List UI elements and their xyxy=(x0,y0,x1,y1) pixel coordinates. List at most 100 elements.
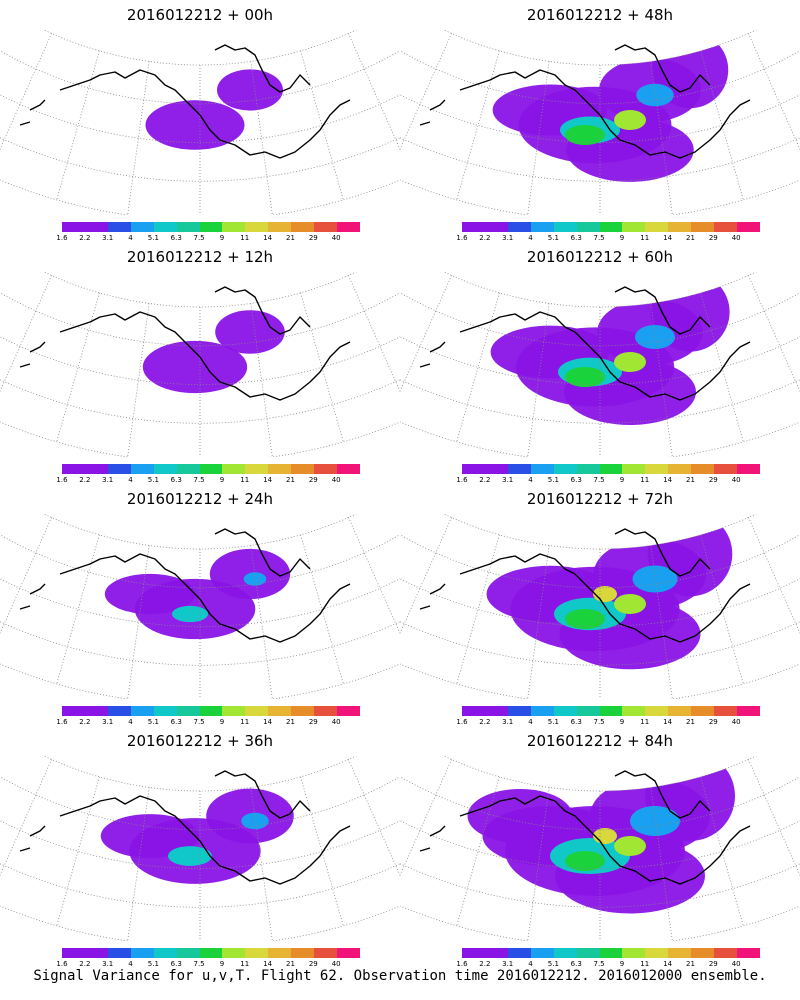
colorbar-label: 7.5 xyxy=(593,476,605,484)
colorbar-swatch xyxy=(462,706,485,716)
colorbar-swatch xyxy=(337,464,360,474)
colorbar-swatch xyxy=(199,948,223,958)
colorbar-swatch xyxy=(130,464,154,474)
colorbar-label: 7.5 xyxy=(593,960,605,968)
colorbar-label: 9 xyxy=(619,960,625,968)
colorbar-label: 29 xyxy=(708,476,718,484)
colorbar-label: 6.3 xyxy=(570,476,582,484)
colorbar-swatch xyxy=(62,706,85,716)
colorbar-swatch xyxy=(691,948,715,958)
colorbar-swatch xyxy=(291,706,315,716)
colorbar xyxy=(462,222,760,232)
colorbar-swatch xyxy=(199,464,223,474)
colorbar-swatch xyxy=(130,706,154,716)
panel-title: 2016012212 + 12h xyxy=(126,248,274,266)
colorbar xyxy=(462,948,760,958)
colorbar-label: 4 xyxy=(528,476,533,484)
colorbar-label: 3.1 xyxy=(502,234,514,242)
colorbar-label: 7.5 xyxy=(593,718,605,726)
map-panel: 2016012212 + 36h 1.6 2.2 3.1 4 5.1 6.3 7.5 9 11 14… xyxy=(0,726,400,971)
map-panel: 2016012212 + 12h 1.6 2.2 3.1 4 5.1 6.3 7.5 9 11 14… xyxy=(0,242,400,487)
colorbar-swatch xyxy=(645,948,669,958)
colorbar-label: 29 xyxy=(308,718,318,726)
colorbar-labels: 1.6 2.2 3.1 4 5.1 6.3 7.5 9 11 14 21 29 40 xyxy=(456,960,760,970)
colorbar-label: 11 xyxy=(640,960,650,968)
colorbar-swatch xyxy=(737,222,760,232)
colorbar-swatch xyxy=(245,464,269,474)
colorbar-label: 3.1 xyxy=(502,718,514,726)
colorbar-swatch xyxy=(714,222,738,232)
map-panel: 2016012212 + 48h 1.6 2.2 3.1 4 5.1 6.3 7.5 9 11 14… xyxy=(400,0,800,245)
colorbar-label: 3.1 xyxy=(102,476,114,484)
colorbar-label: 1.6 xyxy=(56,718,68,726)
panel-title: 2016012212 + 48h xyxy=(526,6,674,24)
colorbar-labels: 1.6 2.2 3.1 4 5.1 6.3 7.5 9 11 14 21 29 40 xyxy=(456,234,760,244)
colorbar-label: 5.1 xyxy=(147,234,159,242)
colorbar-label: 21 xyxy=(285,960,295,968)
colorbar-label: 11 xyxy=(640,476,650,484)
colorbar-swatch xyxy=(268,222,292,232)
colorbar-swatch xyxy=(622,706,646,716)
colorbar-swatch xyxy=(130,222,154,232)
colorbar-label: 2.2 xyxy=(479,234,491,242)
colorbar-swatch xyxy=(84,222,108,232)
colorbar-swatch xyxy=(553,948,577,958)
map-panel: 2016012212 + 72h 1.6 2.2 3.1 4 5.1 6.3 7.5 9 11 14… xyxy=(400,484,800,729)
colorbar xyxy=(62,948,360,958)
colorbar-label: 4 xyxy=(528,960,533,968)
colorbar-swatch xyxy=(737,464,760,474)
colorbar-label: 29 xyxy=(708,234,718,242)
colorbar-swatch xyxy=(530,948,554,958)
colorbar-label: 2.2 xyxy=(79,476,91,484)
colorbar-label: 4 xyxy=(528,718,533,726)
colorbar-label: 2.2 xyxy=(79,718,91,726)
colorbar-swatch xyxy=(622,948,646,958)
colorbar-swatch xyxy=(130,948,154,958)
colorbar-label: 6.3 xyxy=(170,476,182,484)
colorbar-labels: 1.6 2.2 3.1 4 5.1 6.3 7.5 9 11 14 21 29 40 xyxy=(56,718,360,728)
colorbar-label: 7.5 xyxy=(193,718,205,726)
colorbar-swatch xyxy=(507,464,531,474)
colorbar-swatch xyxy=(62,464,85,474)
colorbar-swatch xyxy=(245,222,269,232)
colorbar-swatch xyxy=(153,464,177,474)
colorbar-label: 6.3 xyxy=(170,960,182,968)
colorbar-label: 1.6 xyxy=(456,960,468,968)
polar-map xyxy=(0,272,400,457)
polar-map xyxy=(400,756,800,941)
colorbar-swatch xyxy=(691,222,715,232)
colorbar-swatch xyxy=(599,464,623,474)
colorbar-label: 1.6 xyxy=(456,476,468,484)
colorbar xyxy=(462,464,760,474)
colorbar-swatch xyxy=(107,222,131,232)
colorbar-swatch xyxy=(622,464,646,474)
colorbar-swatch xyxy=(176,222,200,232)
polar-map xyxy=(400,30,800,215)
polar-map xyxy=(0,756,400,941)
colorbar-swatch xyxy=(484,948,508,958)
colorbar-swatch xyxy=(576,222,600,232)
panel-title: 2016012212 + 60h xyxy=(526,248,674,266)
colorbar-label: 40 xyxy=(731,718,741,726)
colorbar-label: 14 xyxy=(663,718,673,726)
colorbar-label: 29 xyxy=(308,476,318,484)
colorbar-swatch xyxy=(691,706,715,716)
colorbar-label: 1.6 xyxy=(56,960,68,968)
colorbar-label: 11 xyxy=(640,234,650,242)
polar-map xyxy=(400,272,800,457)
figure-caption: Signal Variance for u,v,T. Flight 62. Ob… xyxy=(33,968,767,984)
colorbar-swatch xyxy=(62,222,85,232)
colorbar-swatch xyxy=(668,706,692,716)
colorbar-label: 4 xyxy=(128,234,133,242)
colorbar-label: 21 xyxy=(685,960,695,968)
colorbar-swatch xyxy=(153,222,177,232)
colorbar-swatch xyxy=(199,706,223,716)
colorbar-label: 11 xyxy=(240,960,250,968)
colorbar-swatch xyxy=(622,222,646,232)
colorbar-label: 2.2 xyxy=(479,960,491,968)
panel-title: 2016012212 + 00h xyxy=(126,6,274,24)
colorbar-swatch xyxy=(107,706,131,716)
colorbar-swatch xyxy=(507,222,531,232)
colorbar-swatch xyxy=(176,948,200,958)
colorbar-swatch xyxy=(245,706,269,716)
